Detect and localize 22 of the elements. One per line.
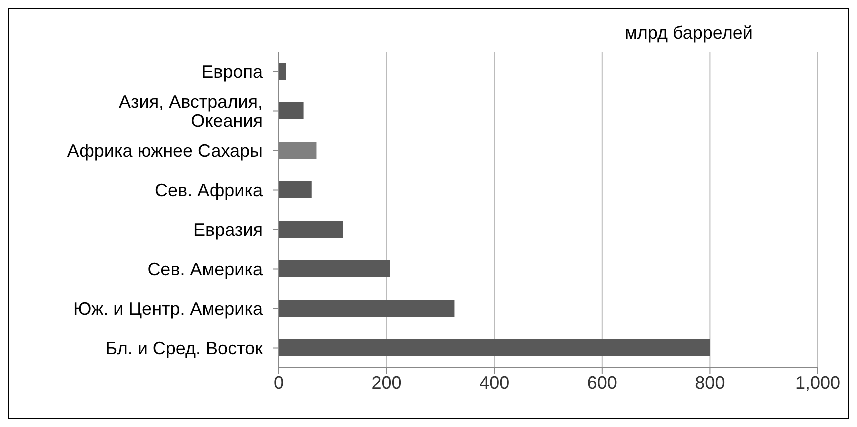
x-tick-label: 200: [372, 372, 402, 393]
text: млрд баррелей: [625, 23, 753, 44]
y-tick-label: Европа: [202, 62, 264, 82]
x-tick-label: 0: [274, 372, 284, 393]
x-tick-label: 600: [587, 372, 618, 393]
bar: [279, 182, 312, 199]
bar: [279, 63, 286, 80]
y-tick-label: Азия, Австралия, Океания: [119, 92, 263, 131]
y-tick-label: Евразия: [194, 220, 263, 240]
x-tick-label: 800: [695, 372, 726, 393]
y-tick-label: Сев. Америка: [148, 259, 264, 280]
y-tick-label: Сев. Африка: [155, 180, 264, 200]
y-tick-label: Юж. и Центр. Америка: [73, 298, 264, 319]
bar: [279, 300, 455, 318]
x-tick-label: 400: [480, 372, 510, 393]
x-tick-label: 1,000: [795, 372, 841, 393]
y-tick-label: Бл. и Сред. Восток: [106, 338, 264, 358]
bar: [279, 260, 390, 278]
bar: [279, 102, 304, 120]
bar: [279, 221, 344, 238]
bar: [279, 340, 710, 357]
y-tick-label: Африка южнее Сахары: [67, 140, 263, 161]
